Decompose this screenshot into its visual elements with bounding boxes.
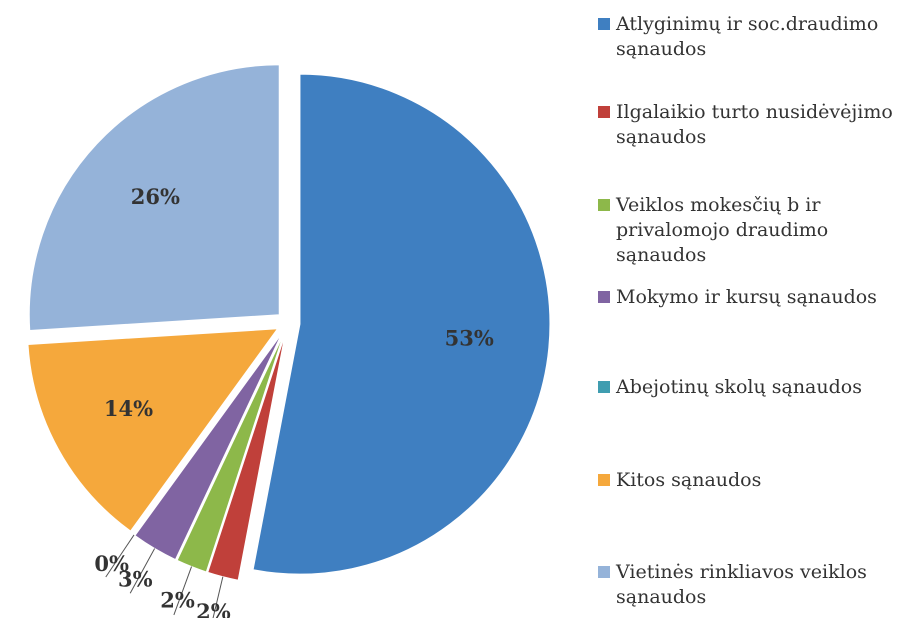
legend-label: Atlyginimų ir soc.draudimo sąnaudos: [616, 13, 879, 60]
legend-label: Vietinės rinkliavos veiklos sąnaudos: [616, 561, 867, 608]
leader-line: [173, 566, 193, 616]
legend-item: Veiklos mokesčių b ir privalomojo draudi…: [598, 193, 900, 268]
leader-line: [212, 576, 224, 618]
legend-marker: [598, 291, 610, 303]
data-label: 14%: [104, 396, 153, 421]
pie-slice: [252, 73, 551, 575]
legend-marker: [598, 381, 610, 393]
legend-item: Kitos sąnaudos: [598, 468, 900, 493]
pie-slice: [133, 332, 282, 536]
legend-marker: [598, 566, 610, 578]
legend-marker: [598, 106, 610, 118]
legend-marker: [598, 18, 610, 30]
legend-item: Mokymo ir kursų sąnaudos: [598, 285, 900, 310]
leader-line: [129, 548, 156, 594]
legend-label: Kitos sąnaudos: [616, 469, 762, 491]
leader-line: [105, 534, 135, 578]
legend-item: Vietinės rinkliavos veiklos sąnaudos: [598, 560, 900, 610]
data-label: 0%: [94, 551, 129, 576]
data-label: 26%: [131, 184, 180, 209]
data-label: 2%: [196, 599, 231, 618]
legend-marker: [598, 474, 610, 486]
legend-marker: [598, 199, 610, 211]
legend-label: Abejotinų skolų sąnaudos: [616, 376, 862, 398]
legend-label: Ilgalaikio turto nusidėvėjimo sąnaudos: [616, 101, 893, 148]
data-label: 2%: [160, 587, 195, 612]
data-label: 3%: [118, 567, 153, 592]
legend-item: Abejotinų skolų sąnaudos: [598, 375, 900, 400]
legend-label: Mokymo ir kursų sąnaudos: [616, 286, 877, 308]
pie-slice: [176, 333, 285, 573]
data-label: 53%: [445, 326, 494, 351]
legend-item: Ilgalaikio turto nusidėvėjimo sąnaudos: [598, 100, 900, 150]
pie-slice: [28, 64, 280, 332]
pie-slice: [27, 328, 279, 532]
legend-label: Veiklos mokesčių b ir privalomojo draudi…: [616, 194, 829, 266]
legend-item: Atlyginimų ir soc.draudimo sąnaudos: [598, 12, 900, 62]
